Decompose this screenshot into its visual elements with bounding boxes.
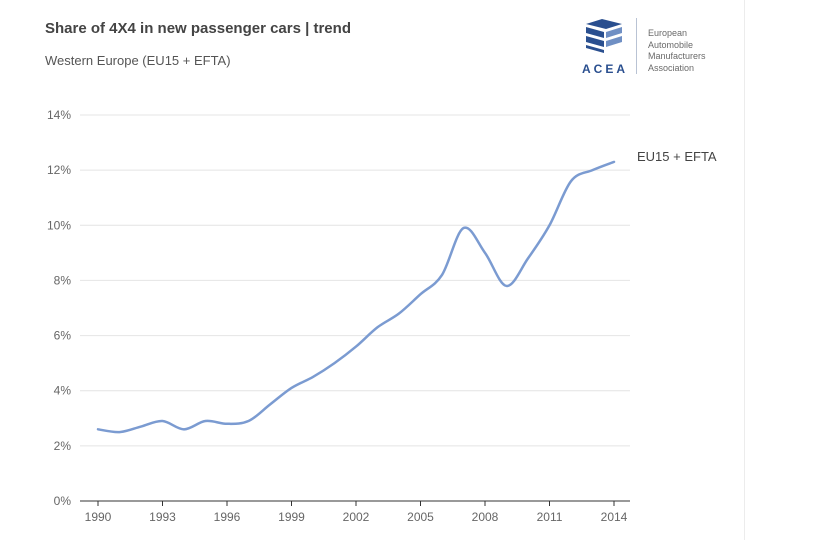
x-tick-label: 1999	[278, 510, 305, 524]
y-tick-label: 12%	[47, 163, 71, 177]
y-tick-label: 10%	[47, 218, 71, 232]
logo-divider	[636, 18, 637, 74]
chart-title: Share of 4X4 in new passenger cars | tre…	[45, 20, 351, 37]
right-edge-rule	[744, 0, 745, 540]
series-label: EU15 + EFTA	[637, 149, 717, 164]
acea-logo: ACEA European Automobile Manufacturers A…	[580, 18, 730, 80]
x-tick-label: 2005	[407, 510, 434, 524]
logo-word: European	[648, 28, 688, 38]
x-tick-label: 2008	[472, 510, 499, 524]
x-tick-label: 1993	[149, 510, 176, 524]
y-tick-label: 0%	[54, 494, 72, 508]
y-tick-label: 14%	[47, 108, 71, 122]
x-tick-label: 2002	[343, 510, 370, 524]
y-tick-label: 8%	[54, 273, 72, 287]
x-tick-label: 1990	[85, 510, 112, 524]
series-line	[96, 160, 616, 434]
x-tick-label: 1996	[214, 510, 241, 524]
logo-wordmark: European Automobile Manufacturers Associ…	[648, 28, 738, 74]
x-tick-label: 2011	[537, 510, 563, 524]
logo-word: Automobile	[648, 39, 694, 50]
y-tick-label: 6%	[54, 329, 72, 343]
logo-word: Manufacturers	[648, 51, 706, 61]
logo-acronym: ACEA	[582, 62, 629, 76]
acea-logo-mark-icon	[586, 19, 622, 53]
x-tick-label: 2014	[601, 510, 628, 524]
y-tick-label: 4%	[54, 384, 72, 398]
chart-subtitle: Western Europe (EU15 + EFTA)	[45, 53, 231, 68]
logo-word: Association	[648, 62, 695, 73]
y-tick-label: 2%	[54, 439, 72, 453]
